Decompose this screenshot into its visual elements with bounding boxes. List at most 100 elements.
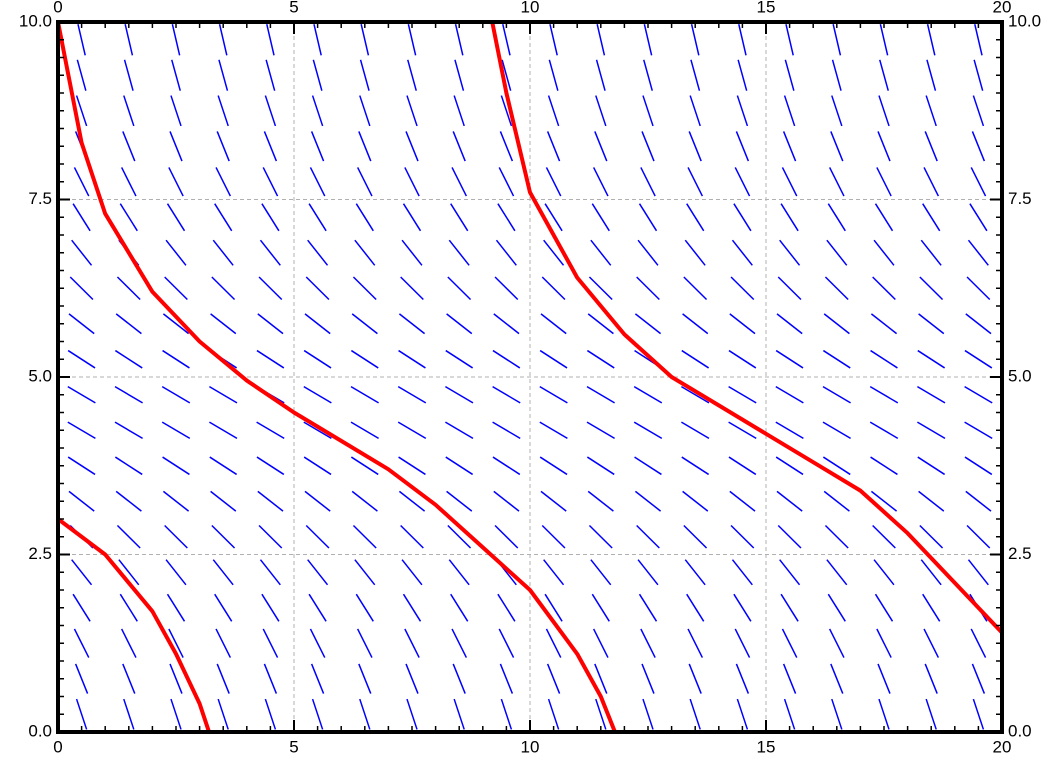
slope-segment xyxy=(738,23,747,56)
slope-segment xyxy=(539,456,568,476)
slope-segment xyxy=(831,698,843,730)
slope-segment xyxy=(873,239,895,266)
slope-segment xyxy=(830,131,844,162)
y-tick-label: 10.0 xyxy=(19,11,52,30)
slope-segment xyxy=(311,698,324,730)
slope-segment xyxy=(446,490,473,512)
slope-segment xyxy=(359,59,370,91)
slope-segment xyxy=(312,59,323,91)
slope-segment xyxy=(351,490,378,512)
slope-segment xyxy=(595,698,607,730)
x-tick-label: 20 xyxy=(993,0,1012,16)
slope-segment xyxy=(824,276,849,301)
slope-segment xyxy=(549,23,558,56)
slope-segment xyxy=(165,239,187,266)
slope-segment xyxy=(303,456,332,476)
slope-segment xyxy=(546,663,561,694)
slope-segment xyxy=(114,386,143,404)
y-tick-label: 7.5 xyxy=(28,189,52,208)
slope-segment xyxy=(967,239,989,266)
slope-segment xyxy=(212,559,234,586)
slope-segment xyxy=(304,490,331,512)
slope-segment xyxy=(451,167,468,197)
slope-segment xyxy=(587,490,614,512)
plot-frame xyxy=(56,20,1004,734)
slope-segment xyxy=(876,628,892,658)
slope-segment xyxy=(453,698,465,730)
slope-segment xyxy=(162,490,190,512)
slope-segment xyxy=(212,239,234,266)
slope-segment xyxy=(166,203,186,232)
slope-segment xyxy=(642,698,654,730)
slope-segment xyxy=(454,23,464,56)
slope-segment xyxy=(547,95,560,127)
slope-segment xyxy=(926,59,937,91)
slope-segment xyxy=(162,313,190,335)
slope-segment xyxy=(210,313,237,335)
slope-segment xyxy=(261,593,280,622)
slope-segment xyxy=(731,239,753,266)
slope-segment xyxy=(878,698,890,730)
slope-segment xyxy=(114,456,143,476)
slope-segment xyxy=(922,203,941,232)
slope-segment xyxy=(922,593,941,622)
slope-segment xyxy=(75,95,88,127)
slope-segment xyxy=(120,167,137,197)
slope-segment xyxy=(169,131,183,162)
slope-segment xyxy=(637,239,659,266)
slope-segment xyxy=(499,663,514,694)
slope-segment xyxy=(358,663,372,694)
slope-segment xyxy=(402,203,422,232)
slope-segment xyxy=(782,131,797,162)
slope-segment xyxy=(972,698,985,730)
slope-segment xyxy=(263,131,278,162)
slope-segment xyxy=(75,698,88,730)
slope-segment xyxy=(115,490,142,512)
slope-segment xyxy=(71,559,93,586)
slope-segment xyxy=(588,276,613,301)
slope-segment xyxy=(877,663,891,694)
slope-segment xyxy=(965,313,992,335)
slope-segment xyxy=(355,203,374,232)
slope-segment xyxy=(683,524,708,549)
slope-segment xyxy=(351,313,378,335)
y-tick-label: 5.0 xyxy=(1008,366,1032,385)
slope-segment xyxy=(730,524,755,549)
slope-segment xyxy=(447,524,472,549)
slope-segment xyxy=(731,559,753,586)
x-tick-label: 15 xyxy=(757,0,776,16)
slope-segment xyxy=(590,559,612,586)
slope-segment xyxy=(498,167,515,197)
slope-segment xyxy=(874,203,894,232)
slope-segment xyxy=(76,59,87,91)
slope-segment xyxy=(69,276,94,301)
slope-segment xyxy=(266,23,275,56)
slope-segment xyxy=(72,203,91,232)
slope-segment xyxy=(681,349,710,369)
slope-segment xyxy=(925,95,937,127)
x-tick-label: 10 xyxy=(521,737,540,756)
slope-segment xyxy=(358,131,372,162)
slope-segment xyxy=(735,131,750,162)
y-tick-label: 0.0 xyxy=(1008,721,1032,740)
slope-segment xyxy=(492,421,521,439)
slope-segment xyxy=(735,663,750,694)
slope-segment xyxy=(682,313,709,335)
slope-segment xyxy=(872,276,896,301)
slope-segment xyxy=(500,698,513,730)
slope-segment xyxy=(307,239,329,266)
slope-segment xyxy=(68,313,95,335)
solution-curve xyxy=(490,22,1002,634)
slope-segment xyxy=(114,421,143,439)
slope-segment xyxy=(405,131,419,162)
slope-segment xyxy=(591,593,610,622)
slope-segment xyxy=(634,456,662,476)
slope-segment xyxy=(398,349,426,369)
slope-segment xyxy=(165,559,187,586)
slope-segment xyxy=(544,593,563,622)
slope-segment xyxy=(162,456,190,476)
slope-segment xyxy=(497,203,516,232)
slope-segment xyxy=(729,313,756,335)
slope-segment xyxy=(170,698,182,730)
slope-segment xyxy=(305,524,330,549)
